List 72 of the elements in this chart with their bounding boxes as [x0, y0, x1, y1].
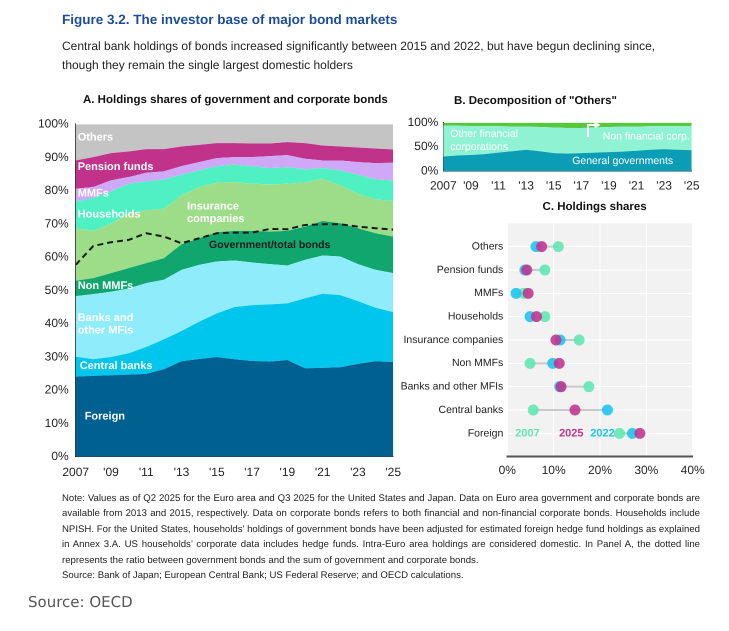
x-tick-label: '23 [350, 465, 366, 480]
y-tick-label: Non MMFs [452, 357, 504, 370]
y-tick-label: Others [472, 240, 504, 253]
x-tick-label: '25 [684, 178, 700, 193]
y-tick-label: Insurance companies [403, 334, 504, 346]
y-tick-label: 30% [44, 349, 70, 364]
x-tick-label: 40% [680, 463, 706, 478]
y-tick-label: 0% [51, 449, 70, 464]
series-label: Banks and other MFIs [78, 312, 134, 337]
x-tick-label: '25 [385, 465, 402, 480]
source-note: Source: Bank of Japan; European Central Bank; US Federal Reserve; and OECD calculations. [62, 569, 465, 584]
x-tick-label: '17 [244, 465, 260, 480]
y-tick-label: 10% [44, 416, 70, 430]
x-tick-label: '15 [208, 465, 225, 480]
x-tick-label: '17 [573, 178, 590, 193]
series-label: Pension funds [78, 160, 154, 173]
series-label: Government/total bonds [209, 238, 331, 251]
y-tick-label: 70% [44, 216, 70, 230]
x-tick-label: '13 [174, 465, 190, 480]
series-label: Central banks [80, 360, 152, 372]
y-tick-label: MMFs [474, 287, 504, 300]
y-tick-label: Central banks [438, 404, 504, 416]
x-tick-label: '21 [314, 465, 331, 480]
chart-title: C. Holdings shares [542, 200, 647, 214]
y-tick-label: 60% [44, 250, 70, 264]
y-tick-label: 100% [38, 116, 70, 131]
series-label: Non MMFs [78, 280, 134, 292]
x-tick-label: '11 [491, 178, 506, 193]
y-tick-label: 20% [44, 382, 70, 397]
y-tick-label: Foreign [468, 427, 504, 440]
series-label: 2022 [590, 427, 615, 440]
series-label: Non financial corp. [602, 130, 690, 142]
x-tick-label: '19 [280, 465, 296, 480]
x-tick-label: '15 [546, 178, 562, 193]
y-tick-label: 40% [44, 316, 70, 330]
x-tick-label: '19 [601, 178, 618, 193]
series-label: General governments [572, 155, 674, 168]
x-tick-label: '11 [138, 465, 154, 480]
y-tick-label: Households [448, 310, 504, 323]
series-label: MMFs [78, 188, 109, 200]
chart-title: A. Holdings shares of government and corporate bonds [82, 93, 388, 107]
y-tick-label: Banks and other MFIs [400, 380, 504, 393]
x-tick-label: 2007 [430, 178, 457, 193]
series-label: Other financial corporations [450, 128, 518, 153]
x-tick-label: '09 [103, 465, 120, 480]
x-tick-label: 2007 [62, 465, 90, 480]
series-label: 2025 [559, 427, 584, 440]
text: Central bank holdings of bonds increased significantly between 2015 and 2022, but have begun declining since, though they remain the single largest domestic holders [62, 38, 656, 74]
x-tick-label: '23 [656, 178, 672, 193]
y-tick-label: 50% [44, 282, 70, 297]
y-tick-label: 90% [44, 150, 70, 164]
source-note: Source: OECD [28, 593, 133, 612]
y-tick-label: Pension funds [436, 264, 504, 276]
x-tick-label: 10% [542, 463, 566, 478]
series-label: Households [78, 208, 141, 221]
x-tick-label: 20% [588, 463, 612, 478]
y-tick-label: 100% [408, 115, 439, 130]
x-tick-label: '21 [628, 178, 645, 193]
text: Note: Values as of Q2 2025 for the Euro area and Q3 2025 for the United States and Japan. Data on Euro area government and corporate bonds are available from 2013 and 2015, respectively. Data on corporate bonds refers to both financial and non-financial corporate bonds. Households include NPISH. For the United States, households’ holdings of government bonds have been adjusted for estimated foreign hedge fund holdings as explained in Annex 3.A. US households’ corporate data includes hedge funds. Intra-Euro area holdings are considered domestic. In Panel A, the dotted line represents the ratio between government bonds and the sum of government and corporate bonds. [62, 492, 700, 568]
series-label: Insurance companies [187, 200, 244, 225]
series-label: Others [78, 131, 114, 144]
y-tick-label: 0% [420, 163, 439, 178]
x-tick-label: 30% [634, 463, 659, 478]
text: Figure 3.2. The investor base of major bond markets [62, 11, 398, 29]
x-tick-label: 0% [498, 463, 516, 478]
chart-title: B. Decomposition of "Others" [454, 94, 617, 108]
x-tick-label: '13 [518, 178, 534, 193]
y-tick-label: 80% [44, 183, 70, 198]
series-label: Foreign [84, 410, 126, 422]
y-tick-label: 50% [414, 139, 439, 154]
series-label: 2007 [515, 427, 540, 440]
x-tick-label: '09 [463, 178, 480, 193]
